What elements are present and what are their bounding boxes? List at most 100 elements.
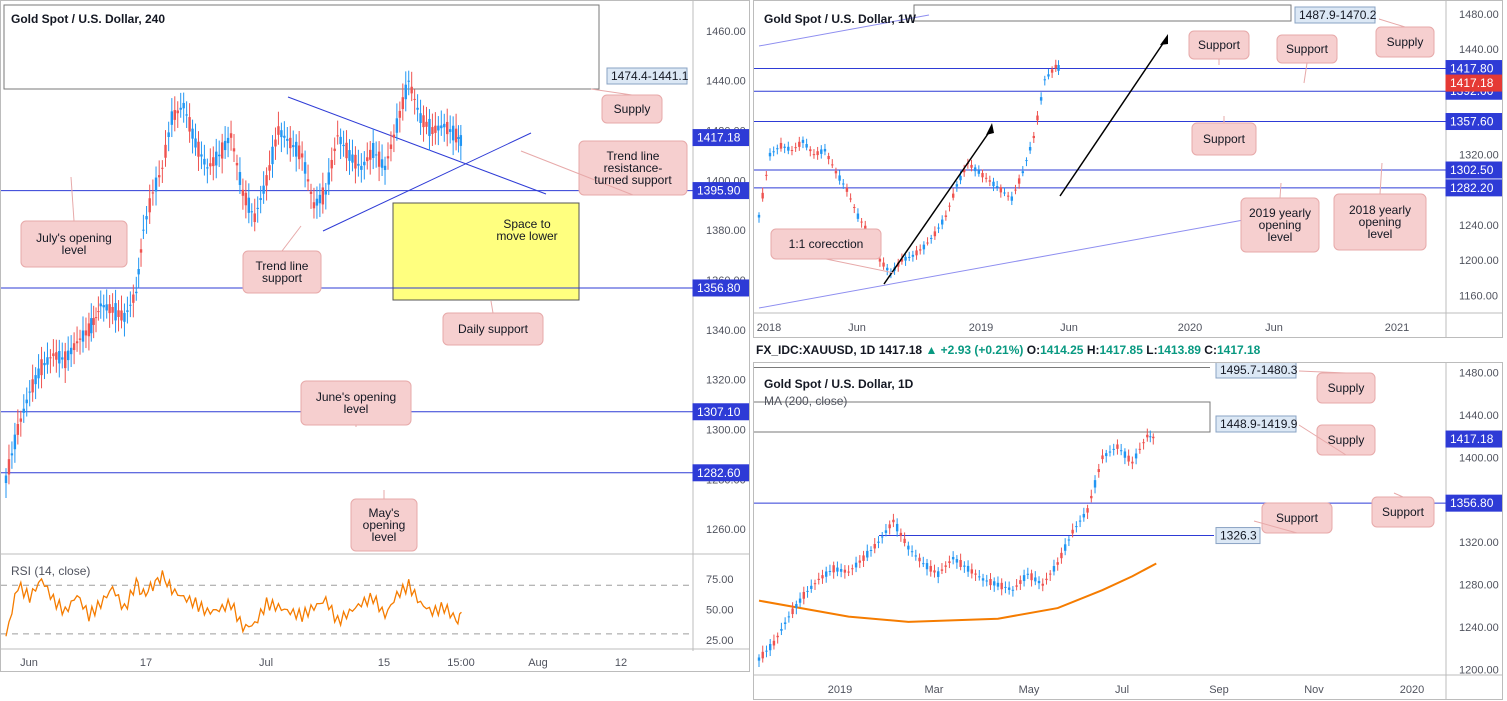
x-tick-label: Jun bbox=[848, 322, 866, 334]
level-tag bbox=[1215, 527, 1261, 545]
x-tick-label: Sep bbox=[1209, 684, 1229, 696]
candle-body bbox=[973, 167, 977, 172]
chart-panel-1d[interactable]: 1480.001440.001400.001360.001320.001280.… bbox=[753, 362, 1503, 700]
candle-body bbox=[780, 628, 783, 631]
y-tick-label: 1160.00 bbox=[1459, 290, 1498, 302]
candle-body bbox=[929, 565, 932, 572]
candle-body bbox=[977, 170, 981, 174]
candle-body bbox=[312, 202, 316, 209]
open-value: 1414.25 bbox=[1040, 343, 1084, 357]
candle-body bbox=[1116, 444, 1119, 449]
candle-body bbox=[810, 585, 813, 589]
candle-body bbox=[309, 191, 313, 194]
candle-body bbox=[363, 161, 366, 166]
candle-body bbox=[1050, 69, 1054, 73]
candle-body bbox=[114, 303, 117, 321]
candle-body bbox=[218, 154, 221, 157]
supply-zone-upper bbox=[754, 367, 1210, 368]
level-tag bbox=[1445, 161, 1502, 179]
candle-body bbox=[398, 110, 402, 118]
candle-body bbox=[259, 198, 262, 201]
candle-body bbox=[64, 351, 67, 369]
candle-body bbox=[357, 163, 360, 166]
y-tick-label: 1340.00 bbox=[706, 325, 746, 337]
candle-body bbox=[992, 181, 995, 187]
candle-body bbox=[1039, 97, 1043, 101]
candle-body bbox=[49, 357, 52, 359]
candle-body bbox=[336, 135, 339, 137]
candle-body bbox=[422, 115, 425, 128]
supply-zone-tag-text: 1474.4-1441.1 bbox=[611, 69, 689, 83]
candle-body bbox=[105, 304, 108, 311]
level-tag-text: 1395.90 bbox=[697, 184, 741, 198]
candle-body bbox=[907, 545, 910, 550]
candle-body bbox=[321, 187, 325, 205]
candle-body bbox=[757, 657, 761, 661]
candle-body bbox=[69, 347, 73, 355]
candle-body bbox=[948, 205, 951, 207]
callout-daily-support-pointer bbox=[490, 300, 494, 314]
candle-body bbox=[345, 142, 348, 159]
candle-body bbox=[72, 343, 76, 351]
candle-body bbox=[1078, 520, 1082, 522]
candle-body bbox=[895, 523, 899, 532]
candle-body bbox=[145, 216, 148, 220]
trend-line-support bbox=[322, 132, 532, 232]
callout-support-2-pointer bbox=[1253, 520, 1298, 534]
y-tick-label: 1480.00 bbox=[1459, 9, 1499, 21]
candle-body bbox=[828, 570, 832, 572]
chart-panel-240[interactable]: 1460.001440.001420.001400.001380.001360.… bbox=[0, 0, 750, 672]
candle-body bbox=[930, 237, 933, 239]
y-tick-label: 1240.00 bbox=[1459, 220, 1499, 232]
candle-body bbox=[137, 268, 140, 275]
y-tick-label: 1480.00 bbox=[1459, 367, 1499, 379]
level-tag-text: 1282.60 bbox=[697, 466, 741, 480]
candle-body bbox=[1036, 115, 1039, 121]
supply-zone bbox=[913, 4, 1292, 22]
candle-body bbox=[154, 177, 158, 192]
candle-body bbox=[790, 150, 794, 152]
candle-body bbox=[776, 148, 779, 150]
candle-body bbox=[984, 177, 988, 179]
callout-supply-pointer bbox=[590, 88, 633, 96]
candle-body bbox=[126, 310, 129, 312]
x-tick-label: May bbox=[1019, 684, 1040, 696]
callout-correction-text: 1:1 corecction bbox=[789, 237, 864, 251]
candle-body bbox=[795, 604, 798, 608]
level-tag-text: 1302.50 bbox=[1450, 163, 1494, 177]
candle-body bbox=[787, 146, 790, 151]
callout-daily-support-text: Daily support bbox=[458, 322, 529, 336]
candle-body bbox=[970, 164, 973, 168]
candle-body bbox=[798, 141, 801, 147]
chart-240-svg[interactable]: 1460.001440.001420.001400.001380.001360.… bbox=[1, 1, 750, 672]
candle-body bbox=[90, 318, 93, 334]
candle-body bbox=[988, 180, 992, 182]
candle-body bbox=[235, 162, 239, 166]
candle-body bbox=[892, 519, 895, 523]
last-price: 1417.18 bbox=[878, 343, 923, 357]
callout-june-open-text: June's opening level bbox=[316, 390, 396, 416]
candle-body bbox=[1011, 589, 1015, 591]
chart-1d-svg[interactable]: 1480.001440.001400.001360.001320.001280.… bbox=[754, 363, 1503, 700]
candle-body bbox=[1060, 552, 1063, 559]
candle-body bbox=[256, 207, 259, 209]
candle-body bbox=[380, 159, 384, 168]
candle-body bbox=[241, 189, 245, 196]
candle-body bbox=[989, 578, 992, 586]
candle-body bbox=[148, 198, 151, 213]
candle-body bbox=[908, 256, 911, 258]
y-tick-label: 1280.00 bbox=[1459, 580, 1499, 592]
chart-panel-1w[interactable]: 1480.001440.001400.001360.001320.001280.… bbox=[753, 0, 1503, 338]
candle-body bbox=[925, 563, 929, 570]
candle-body bbox=[806, 590, 809, 592]
candle-body bbox=[1025, 160, 1028, 162]
candle-body bbox=[280, 130, 283, 138]
candle-body bbox=[1152, 436, 1155, 439]
candle-body bbox=[369, 149, 372, 160]
candle-body bbox=[951, 193, 955, 198]
x-tick-label: Jun bbox=[20, 657, 38, 669]
candle-body bbox=[97, 311, 100, 313]
candle-body bbox=[437, 125, 440, 131]
chart-1w-svg[interactable]: 1480.001440.001400.001360.001320.001280.… bbox=[754, 1, 1503, 338]
candle-body bbox=[315, 198, 319, 206]
